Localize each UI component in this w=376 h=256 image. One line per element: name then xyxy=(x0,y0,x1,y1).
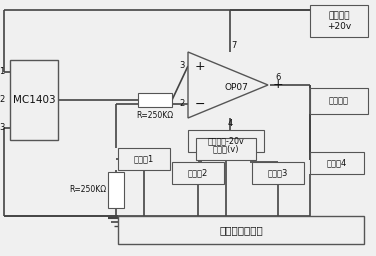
Text: MC1403: MC1403 xyxy=(13,95,55,105)
Text: 四探针3: 四探针3 xyxy=(268,168,288,177)
Bar xyxy=(196,138,256,160)
Text: 4: 4 xyxy=(227,120,233,129)
Text: −: − xyxy=(195,98,205,111)
Text: 四探针2: 四探针2 xyxy=(188,168,208,177)
Bar xyxy=(310,152,364,174)
Text: R=250KΩ: R=250KΩ xyxy=(70,186,106,195)
Text: 四探针测试平台: 四探针测试平台 xyxy=(219,225,263,235)
Text: 万用表表: 万用表表 xyxy=(329,97,349,105)
Bar xyxy=(118,216,364,244)
Text: 7: 7 xyxy=(231,41,237,50)
Text: 万用表(v): 万用表(v) xyxy=(213,144,239,154)
Text: R=250KΩ: R=250KΩ xyxy=(136,112,174,121)
Text: +: + xyxy=(195,59,205,72)
Bar xyxy=(310,5,368,37)
Text: 3: 3 xyxy=(0,123,5,133)
Text: 四探针4: 四探针4 xyxy=(327,158,347,167)
Bar xyxy=(188,130,264,152)
Text: +: + xyxy=(273,79,283,91)
Text: 6: 6 xyxy=(275,72,281,81)
Text: 1: 1 xyxy=(0,68,5,77)
Text: 2: 2 xyxy=(179,100,185,109)
Bar xyxy=(310,88,368,114)
Bar xyxy=(108,172,124,208)
Bar xyxy=(252,162,304,184)
Bar xyxy=(10,60,58,140)
Text: 3: 3 xyxy=(179,61,185,70)
Bar xyxy=(138,93,172,107)
Text: 四探针1: 四探针1 xyxy=(134,155,154,164)
Bar xyxy=(118,148,170,170)
Text: 电源正极
+20v: 电源正极 +20v xyxy=(327,11,351,31)
Text: 2: 2 xyxy=(0,95,5,104)
Text: 电源负极-20v: 电源负极-20v xyxy=(208,136,244,145)
Bar xyxy=(172,162,224,184)
Text: OP07: OP07 xyxy=(224,83,248,92)
Polygon shape xyxy=(188,52,268,118)
